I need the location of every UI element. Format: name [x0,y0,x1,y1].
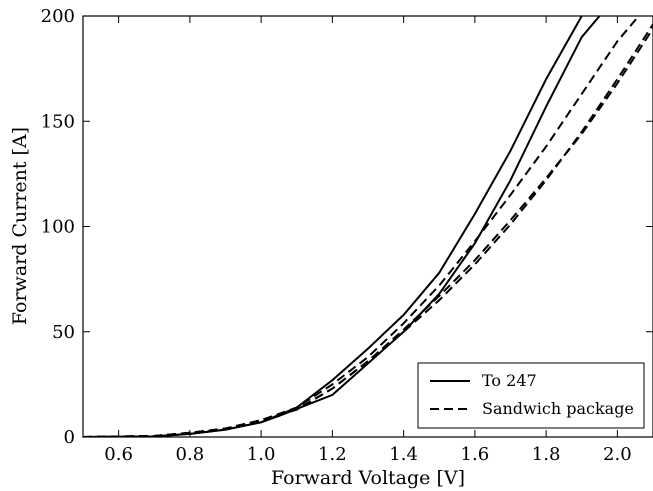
y-tick-label: 100 [41,217,75,238]
x-axis-label: Forward Voltage [V] [271,467,465,489]
y-axis-label: Forward Current [A] [9,127,31,325]
series-line-5-dashed [83,23,653,437]
series-line-2-solid [83,16,601,437]
x-tick-label: 0.6 [104,444,133,465]
legend-frame [417,362,645,429]
series-layer [83,16,653,437]
x-tick-label: 2.0 [603,444,632,465]
legend-label-to247: To 247 [482,371,537,390]
y-tick-label: 50 [52,322,75,343]
x-tick-label: 1.0 [247,444,276,465]
series-line-3-dashed [83,16,641,437]
ticks-layer: 0.6 0.8 1.0 1.2 1.4 1.6 1.8 2.0 0 50 100 150 200 [41,6,653,465]
y-tick-label: 150 [41,111,75,132]
x-tick-label: 1.2 [318,444,347,465]
x-tick-label: 1.6 [461,444,490,465]
x-tick-label: 1.8 [532,444,561,465]
x-tick-label: 0.8 [176,444,205,465]
x-tick-label: 1.4 [389,444,418,465]
legend: To 247 Sandwich package [417,362,645,429]
y-tick-label: 200 [41,6,75,27]
y-tick-label: 0 [64,427,75,448]
legend-label-sandwich: Sandwich package [482,399,634,418]
